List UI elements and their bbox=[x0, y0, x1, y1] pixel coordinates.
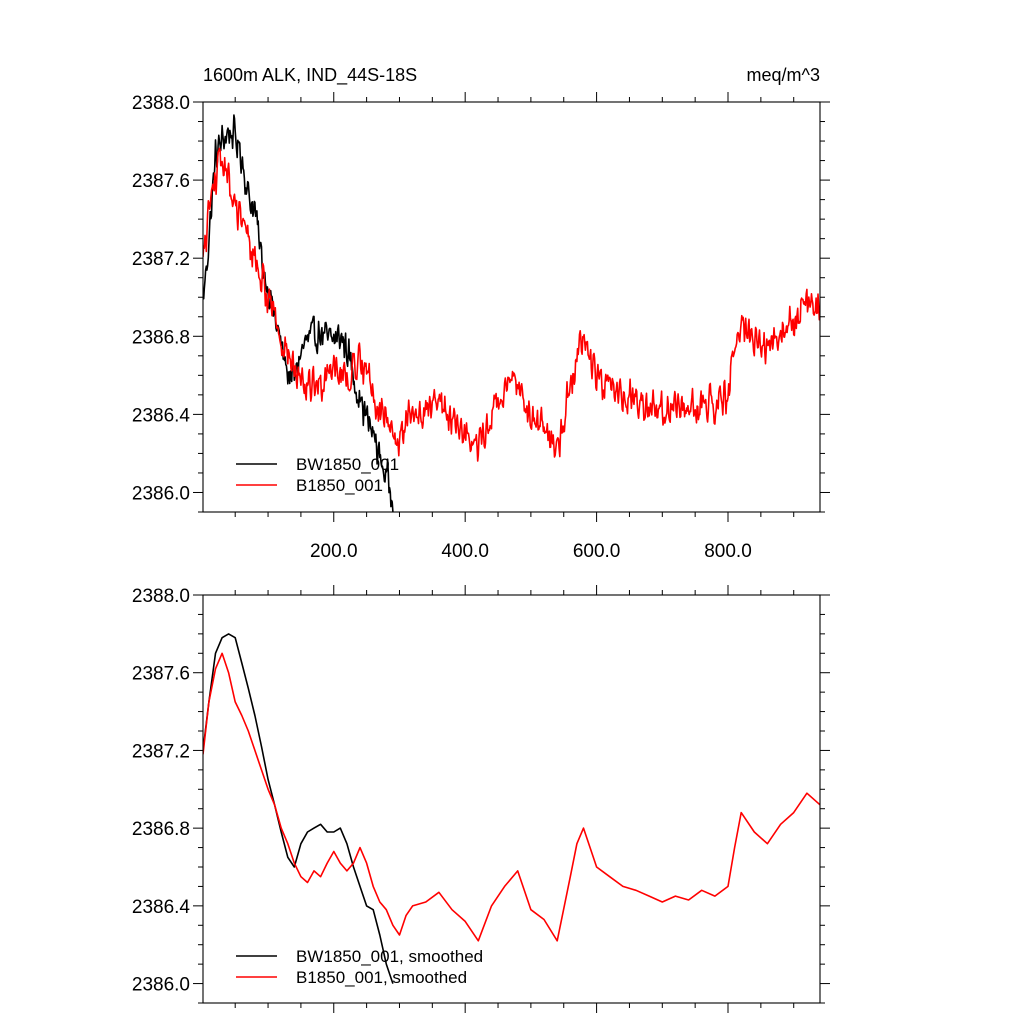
x-tick-label: 200.0 bbox=[310, 541, 358, 562]
x-tick-label: 600.0 bbox=[573, 541, 621, 562]
y-tick-label: 2386.4 bbox=[132, 897, 191, 918]
series-layer bbox=[203, 114, 820, 512]
legend-label: B1850_001, smoothed bbox=[296, 968, 467, 987]
y-tick-label: 2387.2 bbox=[132, 249, 190, 270]
legend-label: B1850_001 bbox=[296, 476, 383, 495]
axes: 2386.0 2386.4 2386.8 2387.2 2387.6 2388.0 200.… bbox=[132, 92, 830, 562]
top-line-chart: 1600m ALK, IND_44S-18S meq/m^3 2386.0238… bbox=[132, 65, 830, 562]
chart-units: meq/m^3 bbox=[747, 65, 820, 85]
y-tick-label: 2386.0 bbox=[132, 975, 190, 996]
y-tick-label: 2387.6 bbox=[132, 664, 190, 685]
series-line-1 bbox=[203, 652, 820, 942]
plot-frame bbox=[202, 101, 821, 513]
bottom-line-chart: 2386.0 2386.4 2386.8 2387.2 2387.6 2388.0 BW1… bbox=[132, 585, 830, 1013]
axes: 2386.0 2386.4 2386.8 2387.2 2387.6 2388.0 bbox=[132, 585, 830, 1013]
legend-label: BW1850_001, smoothed bbox=[296, 947, 483, 966]
y-tick-label: 2386.8 bbox=[132, 819, 190, 840]
y-tick-label: 2387.6 bbox=[132, 171, 190, 192]
chart-title: 1600m ALK, IND_44S-18S bbox=[203, 65, 417, 86]
series-line-1 bbox=[203, 147, 820, 462]
y-tick-label: 2388.0 bbox=[132, 586, 190, 607]
legend: BW1850_001 B1850_001 bbox=[236, 455, 399, 495]
plot-frame bbox=[202, 594, 821, 1004]
series-layer bbox=[203, 633, 820, 984]
y-tick-label: 2386.8 bbox=[132, 327, 190, 348]
y-tick-label: 2388.0 bbox=[132, 93, 190, 114]
x-tick-label: 400.0 bbox=[441, 541, 489, 562]
y-tick-label: 2386.0 bbox=[132, 483, 190, 504]
legend: BW1850_001, smoothed B1850_001, smoothed bbox=[236, 947, 483, 987]
series-line-0 bbox=[203, 114, 394, 512]
x-tick-label: 800.0 bbox=[704, 541, 752, 562]
series-line-0 bbox=[203, 633, 394, 984]
y-tick-label: 2386.4 bbox=[132, 405, 191, 426]
legend-label: BW1850_001 bbox=[296, 455, 399, 474]
y-tick-label: 2387.2 bbox=[132, 741, 190, 762]
